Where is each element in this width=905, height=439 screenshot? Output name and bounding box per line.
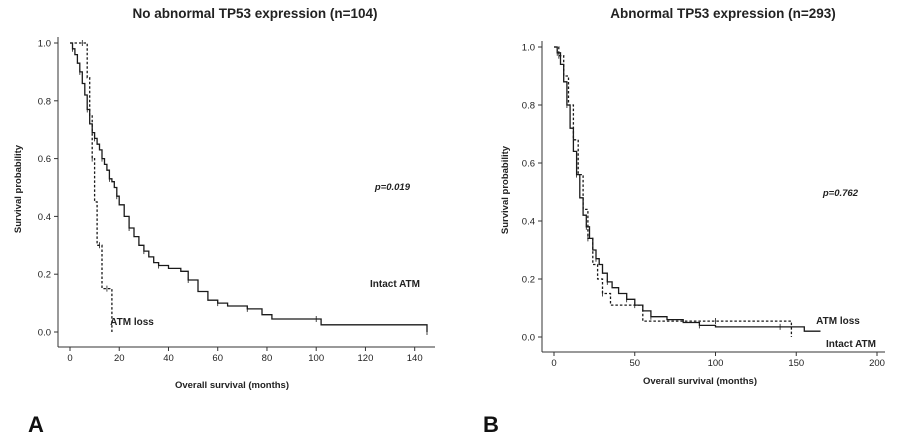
panel-b-x-axis-title: Overall survival (months) xyxy=(643,376,757,387)
panel-a-label: A xyxy=(28,412,44,437)
panel-b-intact-atm-curve xyxy=(554,46,821,332)
panel-a-p-value: p=0.019 xyxy=(374,182,411,193)
panel-b-y-axis-title: Survival probability xyxy=(500,145,511,234)
panel-b-x-tick-label: 100 xyxy=(708,358,724,369)
panel-b-x-tick-label: 50 xyxy=(629,358,640,369)
panel-a-y-tick-label: 1.0 xyxy=(38,39,51,50)
panel-a-y-tick-label: 0.4 xyxy=(38,212,51,223)
panel-a-x-tick-label: 0 xyxy=(67,353,72,364)
panel-b-label: B xyxy=(483,412,499,437)
panel-a-intact-atm-label: Intact ATM xyxy=(370,279,420,290)
panel-a-x-tick-label: 140 xyxy=(407,353,423,364)
panel-b-y-tick-label: 0.2 xyxy=(522,275,535,286)
panel-b-y-tick-label: 0.8 xyxy=(522,101,535,112)
panel-a-x-tick-label: 80 xyxy=(262,353,273,364)
panel-b-y-tick-label: 1.0 xyxy=(522,43,535,54)
panel-b-y-tick-label: 0.0 xyxy=(522,333,535,344)
panel-a-x-tick-label: 100 xyxy=(308,353,324,364)
panel-a-x-tick-label: 20 xyxy=(114,353,125,364)
panel-a-y-tick-label: 0.2 xyxy=(38,270,51,281)
panel-a-x-tick-label: 40 xyxy=(163,353,174,364)
panel-a-y-tick-label: 0.6 xyxy=(38,154,51,165)
panel-b-y-tick-label: 0.4 xyxy=(522,217,535,228)
panel-a-atm-loss-label: ATM loss xyxy=(110,317,154,328)
panel-b-y-tick-label: 0.6 xyxy=(522,159,535,170)
panel-b-x-tick-label: 200 xyxy=(869,358,885,369)
panel-a-title: No abnormal TP53 expression (n=104) xyxy=(133,6,378,21)
panel-a-x-tick-label: 60 xyxy=(212,353,223,364)
panel-b-p-value: p=0.762 xyxy=(822,188,859,199)
panel-b-x-tick-label: 150 xyxy=(788,358,804,369)
panel-a-x-axis-title: Overall survival (months) xyxy=(175,380,289,391)
panel-b-intact-atm-label: Intact ATM xyxy=(826,339,876,350)
panel-b-chart: Abnormal TP53 expression (n=293) Overall… xyxy=(483,6,885,437)
panel-a-x-tick-label: 120 xyxy=(358,353,374,364)
panel-a-y-axis-title: Survival probability xyxy=(13,144,24,233)
panel-a-y-tick-label: 0.8 xyxy=(38,96,51,107)
panel-b-title: Abnormal TP53 expression (n=293) xyxy=(610,6,835,21)
panel-b-atm-loss-curve xyxy=(554,46,793,337)
panel-b-x-tick-label: 0 xyxy=(551,358,556,369)
panel-a-atm-loss-curve xyxy=(70,42,113,332)
panel-b-atm-loss-label: ATM loss xyxy=(816,316,860,327)
panel-a-chart: No abnormal TP53 expression (n=104) Over… xyxy=(13,6,435,437)
panel-a-y-tick-label: 0.0 xyxy=(38,328,51,339)
